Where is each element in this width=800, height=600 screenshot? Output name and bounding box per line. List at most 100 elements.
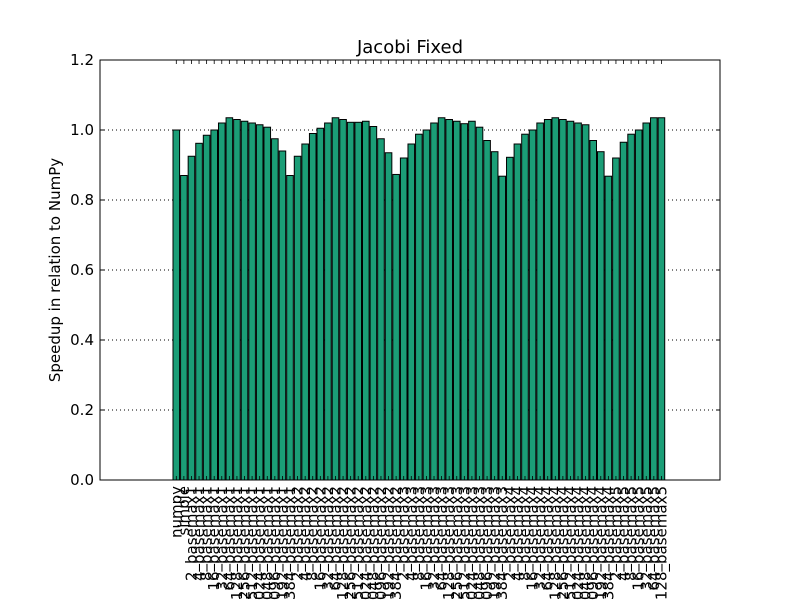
x-tick-label: 4096_basemax2 [372,486,391,600]
bar [604,175,613,481]
y-tick-label: 0.8 [70,191,94,209]
x-tick-label: 4096_basemax1 [266,486,285,600]
bar [187,155,196,481]
x-tick-label: 4_basemax3 [402,486,421,581]
x-tick-label: 32_basemax5 [637,486,656,591]
x-tick-label: 32_basemax2 [319,486,338,591]
bar [202,134,211,481]
x-tick-label: 16384_basemax3 [493,486,512,600]
x-tick-label: 4_basemax2 [296,486,315,581]
bar [468,120,476,481]
x-tick-label: 128_basemax4 [546,486,565,600]
x-tick-label: numpy [167,486,185,538]
x-tick-label: 32_basemax1 [213,486,232,591]
x-tick-label: 4_basemax5 [615,486,634,581]
x-tick-label: 4_basemax4 [508,486,527,581]
bar [339,119,347,481]
bar [346,121,355,481]
bar [392,173,400,481]
y-tick-label: 0.2 [70,401,94,419]
x-tick-label: 4096_basemax4 [584,486,603,600]
bar [195,142,203,481]
y-ticks: 0.0 0.2 0.4 0.6 0.8 1.0 1.2 [70,51,720,489]
x-tick-label: 2048_basemax2 [364,486,383,600]
bar [217,122,226,481]
bar [384,152,393,481]
x-tick-label: 1024_basemax3 [463,486,482,600]
x-tick-label: 64_basemax2 [326,486,345,591]
x-tick-label: 2048_basemax1 [258,486,277,600]
bar [399,157,408,481]
x-tick-label: 256_basemax4 [554,486,573,600]
bar [369,126,378,481]
bar [536,122,544,481]
bar [415,133,423,481]
x-tick-label: 256_basemax3 [448,486,467,600]
x-tick-label: 16384_basemax2 [387,486,406,600]
x-tick-label: 64_basemax1 [220,486,239,591]
x-tick-label: 16_basemax1 [205,486,224,591]
bar [657,117,666,481]
x-tick-label: 8192_basemax2 [380,486,399,600]
x-tick-label: 8_basemax3 [410,486,429,581]
x-tick-label: 16_basemax5 [630,486,649,591]
x-tick-label: 8192_basemax4 [592,486,611,600]
bar [437,117,446,481]
x-tick-label: 512_basemax1 [243,486,262,600]
bar [240,120,249,481]
x-tick-label: 512_basemax2 [349,486,368,600]
bar [301,143,309,481]
x-tick-label: 1024_basemax1 [251,486,270,600]
x-tick-label: 32_basemax4 [531,486,550,591]
bar [634,129,643,481]
bar [308,133,317,481]
bar [271,138,279,481]
bar [172,129,181,481]
bar [596,151,605,481]
x-tick-label: 2_basemax1 [182,486,201,581]
x-tick-label: 16_basemax2 [311,486,330,591]
bar [513,143,522,481]
x-tick-label: 4_basemax1 [190,486,209,581]
bar [528,129,537,481]
bar [263,126,272,481]
bar [445,119,453,481]
bar [506,156,514,481]
x-tick-label: 1024_basemax4 [569,486,588,600]
bar [483,140,491,481]
bar [475,126,484,481]
x-tick-label: 16_basemax3 [417,486,436,591]
bar [551,117,560,481]
x-tick-label: 64_basemax5 [645,486,664,591]
y-tick-label: 1.2 [70,51,94,69]
x-tick-label: 64_basemax3 [433,486,452,591]
bar [498,175,507,481]
x-tick-label: simple [175,486,193,536]
bar [225,117,234,481]
bar [460,123,469,481]
x-tick-label: 128_basemax2 [334,486,353,600]
bar [331,117,340,481]
x-ticks: numpysimple2_basemax14_basemax18_basemax… [167,60,671,600]
bar [422,129,431,481]
bar [452,120,461,481]
bar [574,122,582,481]
x-tick-label: 256_basemax1 [236,486,255,600]
x-tick-label: 128_basemax3 [440,486,459,600]
x-tick-label: 64_basemax4 [539,486,558,591]
bar [543,119,552,481]
x-tick-label: 32_basemax3 [425,486,444,591]
x-tick-label: 2_basemax4 [501,486,520,581]
y-tick-label: 0.4 [70,331,94,349]
bars [172,117,666,481]
bar [559,119,567,481]
x-tick-label: 128_basemax1 [228,486,247,600]
x-tick-label: 1024_basemax2 [357,486,376,600]
x-tick-label: 16_basemax4 [524,486,543,591]
bar [430,122,438,481]
bar [286,175,294,481]
x-tick-label: 16384_basemax1 [281,486,300,600]
bar [377,138,385,481]
x-tick-label: 8_basemax1 [198,486,217,581]
